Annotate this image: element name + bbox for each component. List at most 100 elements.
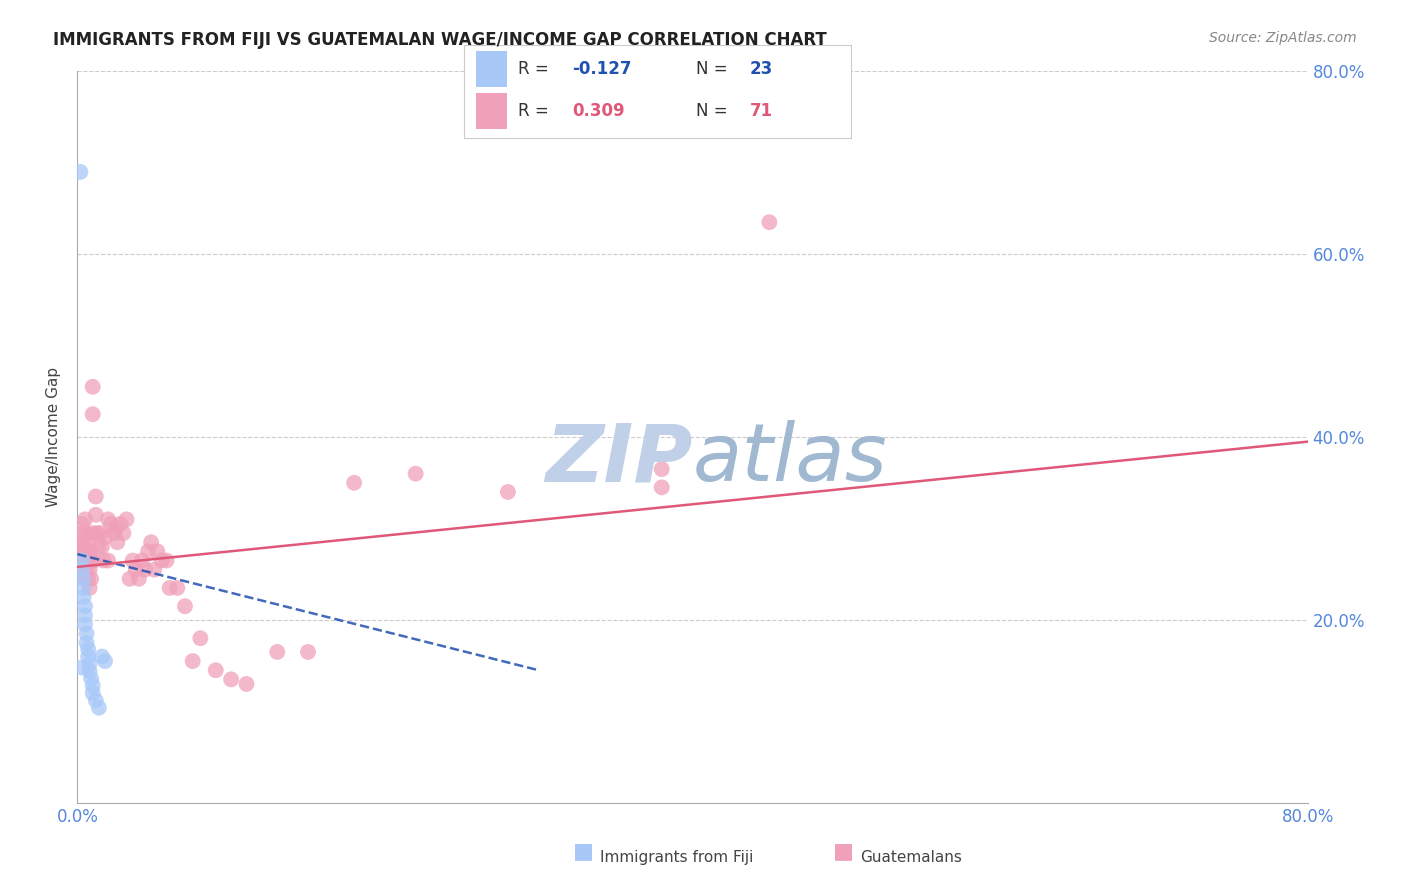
Point xyxy=(82,686,104,700)
Text: ■: ■ xyxy=(574,841,593,861)
Bar xyxy=(475,51,506,87)
Point xyxy=(86,526,108,541)
Point xyxy=(73,608,96,623)
Point xyxy=(70,563,93,577)
Point xyxy=(118,572,141,586)
Point xyxy=(82,380,104,394)
Point xyxy=(70,553,93,567)
Point xyxy=(76,626,98,640)
Point xyxy=(141,535,163,549)
Point xyxy=(121,553,143,567)
Point xyxy=(77,649,100,664)
Point xyxy=(266,645,288,659)
Text: atlas: atlas xyxy=(693,420,887,498)
Point xyxy=(204,663,226,677)
Point xyxy=(90,649,114,664)
Point xyxy=(651,462,673,476)
Point xyxy=(131,553,153,567)
Point xyxy=(93,553,115,567)
Point xyxy=(70,516,93,531)
Point xyxy=(84,693,107,707)
Text: Immigrants from Fiji: Immigrants from Fiji xyxy=(600,850,754,865)
Point xyxy=(143,563,166,577)
Point xyxy=(219,673,242,687)
Point xyxy=(343,475,366,490)
Point xyxy=(76,563,98,577)
Point xyxy=(87,540,110,554)
Point xyxy=(84,490,107,504)
Point xyxy=(146,544,169,558)
Point xyxy=(72,590,94,604)
Point xyxy=(69,535,91,549)
Point xyxy=(73,572,96,586)
Point xyxy=(70,553,93,567)
Y-axis label: Wage/Income Gap: Wage/Income Gap xyxy=(46,367,62,508)
Point xyxy=(112,526,135,541)
Point xyxy=(297,645,319,659)
Point xyxy=(82,679,104,693)
Text: 0.309: 0.309 xyxy=(572,102,624,120)
Point xyxy=(79,563,101,577)
Point xyxy=(82,526,104,541)
Point xyxy=(90,540,114,554)
Point xyxy=(128,572,150,586)
Text: ■: ■ xyxy=(834,841,853,861)
Text: 23: 23 xyxy=(751,60,773,78)
Point xyxy=(105,535,128,549)
Bar xyxy=(475,94,506,129)
Point xyxy=(72,581,94,595)
Point xyxy=(110,516,132,531)
Point xyxy=(103,526,125,541)
Point xyxy=(100,516,122,531)
Point xyxy=(104,521,127,535)
Point xyxy=(97,553,120,567)
Point xyxy=(136,544,159,558)
Point xyxy=(73,512,96,526)
Point xyxy=(79,664,101,678)
Point xyxy=(80,553,103,567)
Point xyxy=(174,599,197,614)
Point xyxy=(188,632,212,646)
Text: R =: R = xyxy=(517,102,554,120)
Point xyxy=(77,572,100,586)
Point xyxy=(94,531,117,545)
Point xyxy=(166,581,188,595)
Point xyxy=(72,563,94,577)
Text: IMMIGRANTS FROM FIJI VS GUATEMALAN WAGE/INCOME GAP CORRELATION CHART: IMMIGRANTS FROM FIJI VS GUATEMALAN WAGE/… xyxy=(53,31,827,49)
Point xyxy=(125,563,148,577)
Point xyxy=(76,526,98,541)
Point xyxy=(181,654,204,668)
Point xyxy=(115,512,138,526)
Text: Source: ZipAtlas.com: Source: ZipAtlas.com xyxy=(1209,31,1357,45)
Point xyxy=(77,642,100,657)
Point xyxy=(82,407,104,421)
Point xyxy=(150,553,173,567)
Text: -0.127: -0.127 xyxy=(572,60,631,78)
Point xyxy=(73,544,96,558)
Text: R =: R = xyxy=(517,60,554,78)
Point xyxy=(80,672,103,686)
Point xyxy=(72,526,94,541)
Point xyxy=(69,165,91,179)
Text: 71: 71 xyxy=(751,102,773,120)
Point xyxy=(235,677,257,691)
Point xyxy=(79,581,101,595)
Point xyxy=(69,544,91,558)
Point xyxy=(76,636,98,650)
Point xyxy=(83,553,105,567)
Point xyxy=(80,572,103,586)
Point xyxy=(79,544,101,558)
Point xyxy=(73,617,96,632)
Point xyxy=(496,485,519,500)
Point xyxy=(72,572,94,586)
Point xyxy=(79,657,101,671)
Point xyxy=(73,599,96,614)
Point xyxy=(89,526,111,541)
Point xyxy=(84,508,107,522)
Point xyxy=(758,215,780,229)
Point xyxy=(651,480,673,494)
Point xyxy=(76,544,98,558)
Point xyxy=(77,553,100,567)
Point xyxy=(73,553,96,567)
Point xyxy=(72,535,94,549)
